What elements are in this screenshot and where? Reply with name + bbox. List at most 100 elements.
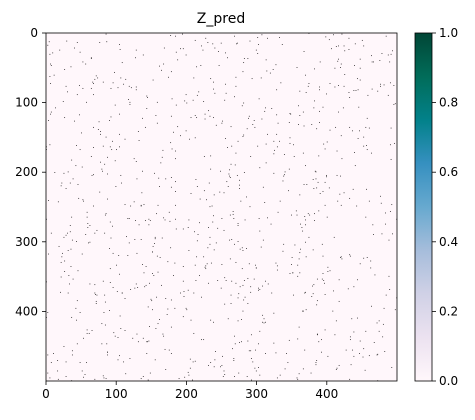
heatmap-cell bbox=[283, 243, 285, 245]
heatmap-cell bbox=[63, 172, 65, 174]
heatmap-cell bbox=[175, 228, 177, 230]
heatmap-cell bbox=[138, 224, 140, 226]
heatmap-cell bbox=[220, 42, 222, 44]
heatmap-cell bbox=[95, 75, 97, 77]
heatmap-cell bbox=[298, 124, 299, 125]
heatmap-cell bbox=[335, 369, 337, 370]
heatmap-cell bbox=[213, 81, 214, 83]
heatmap-cell bbox=[170, 71, 172, 73]
heatmap-cell bbox=[188, 250, 190, 251]
heatmap-cell bbox=[159, 186, 160, 187]
heatmap-cell bbox=[376, 354, 378, 356]
heatmap-cell bbox=[238, 372, 240, 374]
heatmap-cell bbox=[82, 199, 84, 201]
colorbar-tick-label: 0.2 bbox=[439, 304, 458, 318]
heatmap-cell bbox=[95, 300, 97, 302]
heatmap-cell bbox=[100, 131, 101, 132]
heatmap-cell bbox=[156, 122, 158, 124]
heatmap-cell bbox=[190, 193, 192, 194]
heatmap-cell bbox=[76, 319, 77, 321]
heatmap-cell bbox=[310, 372, 312, 374]
heatmap-cell bbox=[297, 338, 299, 340]
heatmap-cells bbox=[46, 33, 398, 382]
heatmap-cell bbox=[288, 168, 290, 170]
heatmap-cell bbox=[359, 263, 361, 265]
heatmap-cell bbox=[276, 89, 278, 91]
heatmap-cell bbox=[50, 113, 52, 115]
heatmap-cell bbox=[239, 188, 240, 190]
heatmap-cell bbox=[258, 289, 259, 291]
heatmap-cell bbox=[105, 213, 107, 215]
heatmap-cell bbox=[47, 354, 49, 356]
plot-area bbox=[45, 32, 398, 382]
heatmap-cell bbox=[119, 315, 121, 317]
heatmap-cell bbox=[303, 125, 305, 127]
heatmap-cell bbox=[76, 241, 77, 242]
heatmap-cell bbox=[244, 296, 246, 298]
heatmap-cell bbox=[55, 107, 56, 109]
heatmap-cell bbox=[276, 114, 278, 116]
heatmap-cell bbox=[109, 146, 111, 148]
heatmap-cell bbox=[110, 116, 112, 118]
x-tick-label: 100 bbox=[105, 387, 128, 401]
heatmap-cell bbox=[170, 186, 172, 188]
heatmap-cell bbox=[323, 143, 325, 145]
heatmap-cell bbox=[120, 328, 122, 329]
heatmap-cell bbox=[203, 156, 205, 157]
heatmap-cell bbox=[199, 275, 200, 277]
heatmap-cell bbox=[152, 245, 154, 247]
heatmap-cell bbox=[130, 289, 132, 290]
heatmap-cell bbox=[243, 58, 245, 59]
heatmap-cell bbox=[118, 255, 120, 256]
heatmap-cell bbox=[114, 71, 115, 73]
heatmap-cell bbox=[279, 374, 281, 376]
heatmap-cell bbox=[102, 145, 104, 147]
heatmap-cell bbox=[57, 360, 59, 361]
heatmap-cell bbox=[142, 170, 143, 172]
heatmap-cell bbox=[59, 49, 61, 51]
heatmap-cell bbox=[227, 318, 229, 320]
heatmap-cell bbox=[359, 353, 360, 354]
heatmap-cell bbox=[279, 37, 280, 38]
heatmap-cell bbox=[364, 369, 366, 371]
heatmap-cell bbox=[317, 181, 319, 183]
heatmap-cell bbox=[385, 212, 386, 214]
heatmap-cell bbox=[136, 333, 138, 335]
heatmap-cell bbox=[194, 137, 196, 139]
heatmap-cell bbox=[204, 113, 206, 115]
heatmap-cell bbox=[370, 260, 372, 262]
heatmap-cell bbox=[204, 118, 206, 120]
heatmap-cell bbox=[329, 83, 331, 84]
heatmap-cell bbox=[290, 113, 292, 115]
heatmap-cell bbox=[321, 278, 323, 280]
heatmap-cell bbox=[293, 294, 294, 296]
heatmap-cell bbox=[141, 192, 143, 194]
heatmap-cell bbox=[168, 349, 170, 351]
heatmap-cell bbox=[229, 239, 231, 241]
heatmap-cell bbox=[193, 292, 195, 294]
heatmap-cell bbox=[154, 172, 155, 174]
heatmap-cell bbox=[136, 252, 138, 254]
heatmap-cell bbox=[227, 57, 228, 59]
heatmap-cell bbox=[284, 171, 286, 173]
heatmap-cell bbox=[168, 76, 169, 78]
heatmap-cell bbox=[249, 206, 251, 208]
heatmap-cell bbox=[283, 174, 285, 176]
heatmap-cell bbox=[357, 138, 359, 139]
heatmap-cell bbox=[156, 296, 158, 298]
heatmap-cell bbox=[78, 197, 80, 199]
heatmap-cell bbox=[371, 55, 372, 57]
heatmap-cell bbox=[383, 307, 385, 309]
heatmap-cell bbox=[275, 352, 277, 354]
heatmap-cell bbox=[192, 361, 194, 363]
heatmap-cell bbox=[389, 289, 391, 290]
heatmap-cell bbox=[230, 163, 232, 165]
heatmap-cell bbox=[90, 156, 92, 157]
heatmap-cell bbox=[67, 171, 69, 173]
heatmap-cell bbox=[210, 78, 212, 80]
heatmap-cell bbox=[324, 181, 326, 183]
heatmap-cell bbox=[264, 202, 266, 203]
heatmap-cell bbox=[241, 319, 242, 320]
heatmap-cell bbox=[165, 298, 167, 299]
heatmap-cell bbox=[327, 271, 329, 272]
